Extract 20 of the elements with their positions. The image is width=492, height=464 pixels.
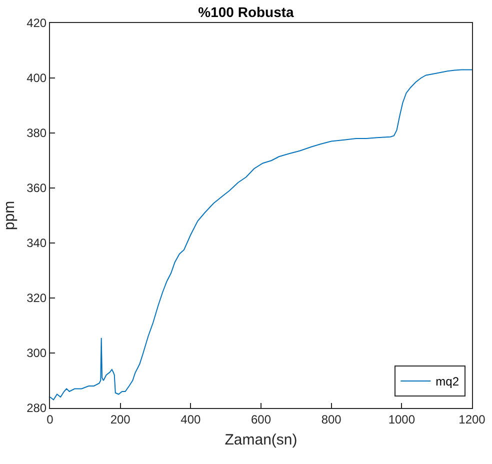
y-tick-label: 300: [26, 346, 47, 360]
x-tick-label: 800: [321, 412, 342, 426]
y-tick-label: 400: [26, 71, 47, 86]
chart-title: %100 Robusta: [198, 4, 294, 20]
y-tick-label: 360: [26, 181, 47, 196]
x-tick-label: 400: [180, 412, 201, 426]
y-tick-label: 340: [26, 236, 47, 250]
x-tick-label: 200: [110, 412, 131, 426]
line-series: [50, 69, 472, 400]
x-tick-label: 1200: [458, 412, 486, 426]
x-tick-label: 600: [250, 412, 272, 426]
y-axis-title: ppm: [0, 200, 18, 230]
legend-label: mq2: [436, 374, 460, 389]
x-axis-title: Zaman(sn): [224, 431, 298, 448]
x-tick-label: 1000: [388, 412, 416, 426]
y-tick-label: 420: [26, 16, 47, 30]
y-tick-label: 380: [26, 126, 47, 140]
x-tick-label: 0: [46, 412, 54, 426]
y-tick-label: 320: [26, 291, 47, 306]
y-tick-label: 280: [26, 401, 47, 416]
